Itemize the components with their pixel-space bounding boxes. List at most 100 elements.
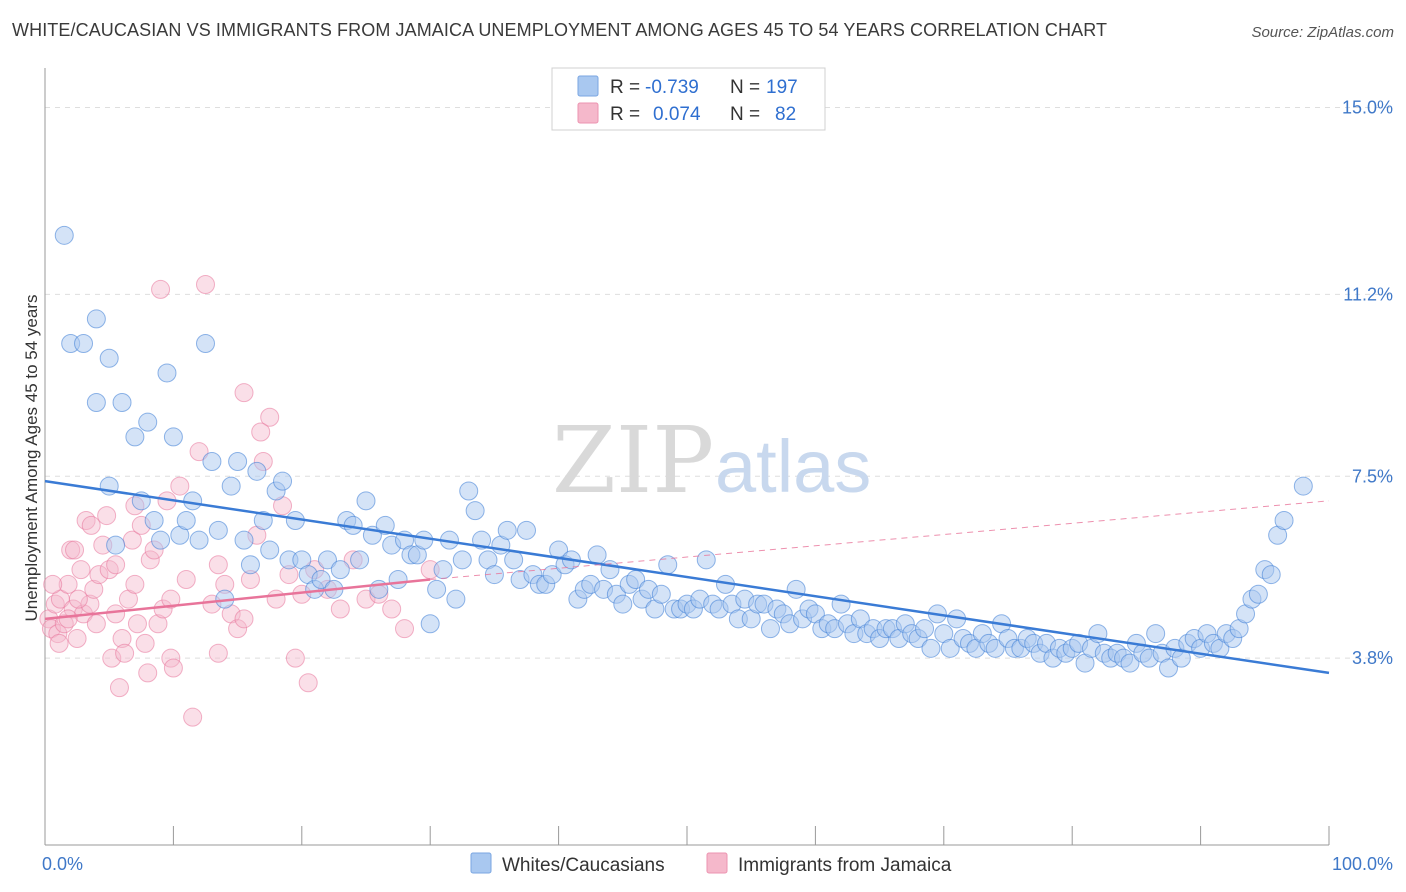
point-jamaica (99, 560, 119, 580)
point-whites (921, 638, 941, 658)
axes (44, 68, 1330, 846)
point-whites (542, 565, 562, 585)
legend-r-label: R = (610, 77, 640, 98)
point-whites (433, 560, 453, 580)
point-jamaica (58, 574, 78, 594)
point-whites (452, 550, 472, 570)
point-jamaica (395, 619, 415, 639)
point-whites (157, 363, 177, 383)
point-whites (253, 511, 273, 530)
point-whites (1120, 653, 1140, 673)
point-jamaica (330, 599, 350, 619)
point-jamaica (176, 570, 196, 589)
legend-r-value-whites: -0.739 (645, 77, 699, 98)
point-jamaica (183, 707, 203, 727)
y-tick-labels: 3.8% 7.5% 11.2% 15.0% (1342, 98, 1393, 669)
point-whites (375, 515, 395, 535)
point-whites (106, 535, 126, 555)
point-jamaica (151, 279, 171, 299)
point-whites (696, 550, 716, 570)
point-whites (125, 427, 145, 447)
point-whites (260, 540, 280, 560)
point-whites (196, 334, 215, 353)
point-whites (189, 530, 209, 550)
point-whites (1274, 511, 1294, 530)
point-whites (74, 334, 94, 353)
legend-n-label: N = (730, 104, 760, 125)
point-jamaica (266, 589, 286, 609)
point-whites (273, 471, 293, 491)
point-jamaica (115, 643, 135, 663)
point-whites (144, 511, 164, 530)
point-jamaica (170, 476, 190, 496)
point-whites (985, 638, 1005, 658)
bottom-legend-swatch-whites (470, 852, 492, 874)
bottom-legend-swatch-jamaica (706, 852, 728, 874)
trend-line-jamaica-extrapolated (430, 500, 1330, 580)
point-jamaica (148, 614, 168, 634)
point-jamaica (189, 442, 209, 462)
point-jamaica (68, 589, 88, 609)
point-jamaica (89, 565, 109, 585)
point-jamaica (49, 633, 69, 653)
legend-n-label: N = (730, 77, 760, 98)
y-axis-label: Unemployment Among Ages 45 to 54 years (22, 295, 41, 622)
point-whites (99, 348, 119, 368)
point-jamaica (382, 599, 402, 619)
point-jamaica (58, 609, 78, 629)
trend-lines (44, 479, 1330, 675)
point-whites (202, 452, 222, 471)
point-jamaica (106, 604, 126, 624)
point-jamaica (67, 629, 87, 648)
point-whites (183, 491, 203, 511)
point-whites (138, 412, 158, 432)
point-whites (915, 619, 935, 639)
point-whites (760, 619, 780, 639)
point-jamaica (251, 422, 271, 442)
watermark: ZIP atlas (552, 407, 871, 514)
series-whites-points (54, 225, 1313, 678)
point-jamaica (71, 560, 91, 580)
point-jamaica (161, 589, 181, 609)
point-whites (465, 501, 485, 521)
point-whites (247, 461, 267, 481)
point-jamaica (234, 383, 254, 403)
point-jamaica (84, 579, 104, 599)
point-jamaica (135, 633, 155, 653)
point-jamaica (356, 589, 376, 609)
point-whites (151, 530, 171, 550)
point-whites (388, 570, 408, 589)
point-whites (459, 481, 479, 501)
trend-line-jamaica (44, 578, 431, 621)
y-tick-label-0: 3.8% (1352, 648, 1393, 668)
point-whites (651, 584, 671, 604)
y-tick-label-2: 11.2% (1343, 284, 1393, 304)
point-whites (1159, 658, 1178, 678)
x-tick-label-0: 0.0% (42, 854, 83, 874)
point-whites (940, 638, 960, 658)
point-whites (311, 570, 331, 589)
x-tick-label-1: 100.0% (1332, 854, 1393, 874)
series-legend: Whites/Caucasians Immigrants from Jamaic… (470, 852, 952, 876)
legend-swatch-jamaica (577, 102, 599, 124)
watermark-atlas: atlas (715, 425, 871, 508)
point-whites (356, 491, 376, 511)
trend-line-whites (44, 479, 1330, 675)
point-whites (831, 594, 851, 614)
point-whites (427, 579, 447, 599)
legend-swatch-whites (577, 75, 599, 97)
point-whites (221, 476, 241, 496)
point-whites (446, 589, 466, 609)
point-whites (330, 560, 350, 580)
point-jamaica (196, 275, 215, 294)
point-jamaica (228, 619, 248, 639)
point-jamaica (127, 614, 147, 634)
point-jamaica (97, 506, 117, 526)
point-jamaica (109, 678, 129, 698)
point-whites (1248, 584, 1268, 604)
point-whites (176, 511, 196, 530)
point-whites (497, 520, 517, 540)
point-whites (317, 550, 337, 570)
point-whites (1146, 624, 1166, 644)
